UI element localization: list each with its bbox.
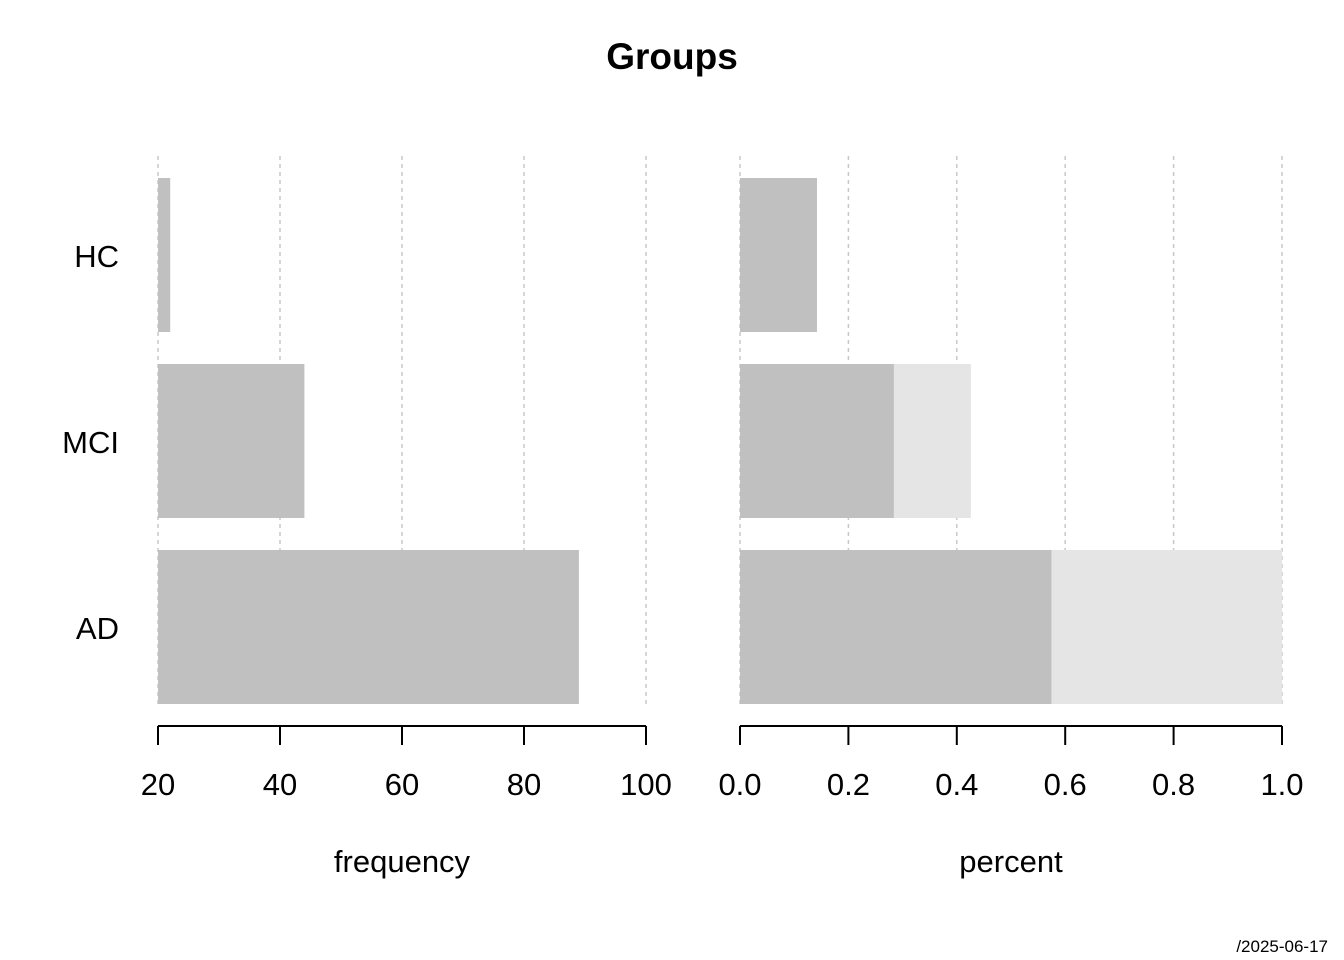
x-tick-label: 0.8 (1152, 767, 1195, 802)
x-tick-label: 20 (141, 767, 175, 802)
x-axis-title: percent (959, 844, 1063, 879)
x-tick-label: 0.2 (827, 767, 870, 802)
x-tick-label: 100 (620, 767, 672, 802)
category-label-mci: MCI (62, 425, 119, 460)
bar-mci-segment-1 (740, 364, 894, 518)
bar-hc-segment-1 (740, 178, 817, 332)
percent-panel: 0.0 0.2 0.4 0.6 0.8 1.0 percent (718, 156, 1304, 879)
bar-mci (158, 364, 305, 518)
bar-ad-segment-1 (740, 550, 1052, 704)
frequency-panel: HC MCI AD 20 40 60 80 100 frequency (62, 156, 672, 879)
x-tick-label: 60 (385, 767, 419, 802)
x-tick-label: 80 (507, 767, 541, 802)
x-tick-label: 1.0 (1260, 767, 1303, 802)
bar-ad-segment-2 (1051, 550, 1282, 704)
bar-mci-segment-2 (893, 364, 971, 518)
bar-hc (158, 178, 171, 332)
x-tick-label: 0.6 (1044, 767, 1087, 802)
category-label-hc: HC (74, 239, 119, 274)
bar-ad (158, 550, 579, 704)
x-tick-label: 0.0 (718, 767, 761, 802)
x-axis-title: frequency (334, 844, 471, 879)
date-footer: /2025-06-17 (1236, 937, 1328, 956)
x-tick-label: 40 (263, 767, 297, 802)
chart-title: Groups (606, 36, 738, 77)
category-label-ad: AD (76, 611, 119, 646)
x-tick-label: 0.4 (935, 767, 978, 802)
